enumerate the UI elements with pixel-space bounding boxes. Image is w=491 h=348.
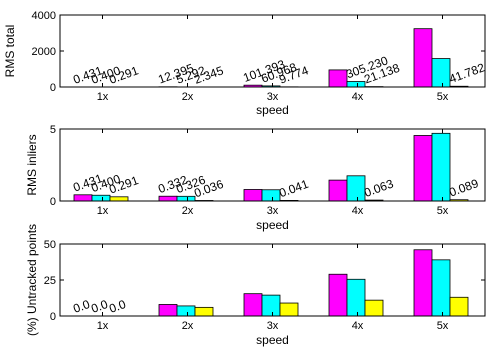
- x-tick-label: 2x: [182, 205, 194, 217]
- bar-3x-s1: [243, 189, 263, 202]
- x-tick-label: 2x: [182, 320, 194, 332]
- bar-5x-s1: [413, 249, 433, 317]
- x-tick-label: 3x: [267, 91, 279, 103]
- bar-4x-s1: [328, 69, 348, 88]
- bar-5x-s2: [431, 259, 451, 317]
- bar-1x-s2: [91, 194, 111, 202]
- y-tick-label: 0: [50, 311, 56, 323]
- bar-2x-s2: [176, 305, 196, 317]
- x-tick-label: 4x: [352, 320, 364, 332]
- bar-5x-s3: [449, 296, 469, 317]
- x-tick-label: 1x: [97, 205, 109, 217]
- data-label: 0.0: [89, 297, 110, 316]
- bar-4x-s1: [328, 273, 348, 317]
- bar-2x-s1: [158, 195, 178, 202]
- bar-5x-s2: [431, 132, 451, 202]
- bar-3x-s2: [261, 294, 281, 317]
- y-tick-label: 0: [50, 82, 56, 94]
- bar-4x-s3: [364, 299, 384, 317]
- x-tick-label: 2x: [182, 91, 194, 103]
- x-tick-label: 3x: [267, 320, 279, 332]
- x-tick-label: 5x: [437, 91, 449, 103]
- data-label: 41.782: [447, 60, 487, 86]
- x-tick-label: 5x: [437, 320, 449, 332]
- x-tick-label: 4x: [352, 205, 364, 217]
- y-axis-label: RMS inliers: [25, 134, 39, 195]
- x-tick-label: 4x: [352, 91, 364, 103]
- bar-4x-s2: [346, 81, 366, 88]
- x-tick-label: 1x: [97, 320, 109, 332]
- data-label: 0.0: [71, 297, 92, 316]
- y-axis-label: (%) Untracked points: [25, 224, 39, 336]
- bar-2x-s3: [194, 306, 214, 317]
- x-axis-label: speed: [256, 103, 289, 117]
- y-tick-label: 5: [50, 124, 56, 136]
- x-tick-label: 5x: [437, 205, 449, 217]
- y-tick-label: 0: [50, 196, 56, 208]
- data-label: 0.089: [447, 176, 480, 200]
- x-tick-label: 3x: [267, 205, 279, 217]
- bar-1x-s3: [109, 196, 129, 202]
- y-tick-label: 4000: [32, 10, 56, 22]
- bar-1x-s1: [73, 194, 93, 202]
- bar-5x-s1: [413, 135, 433, 202]
- bar-3x-s1: [243, 293, 263, 317]
- bar-4x-s2: [346, 278, 366, 317]
- y-tick-label: 2000: [32, 46, 56, 58]
- y-tick-label: 50: [44, 239, 56, 251]
- bar-4x-s1: [328, 179, 348, 202]
- bar-2x-s2: [176, 195, 196, 202]
- bar-2x-s1: [158, 304, 178, 317]
- bar-5x-s1: [413, 28, 433, 88]
- y-axis-label: RMS total: [3, 25, 17, 78]
- data-label: 0.063: [362, 176, 395, 200]
- x-axis-label: speed: [256, 218, 289, 232]
- y-tick-label: 25: [44, 275, 56, 287]
- bar-3x-s3: [279, 302, 299, 317]
- bar-3x-s2: [261, 189, 281, 202]
- x-tick-label: 1x: [97, 91, 109, 103]
- data-label: 0.041: [277, 177, 310, 201]
- data-label: 0.0: [107, 297, 128, 316]
- x-axis-label: speed: [256, 333, 289, 347]
